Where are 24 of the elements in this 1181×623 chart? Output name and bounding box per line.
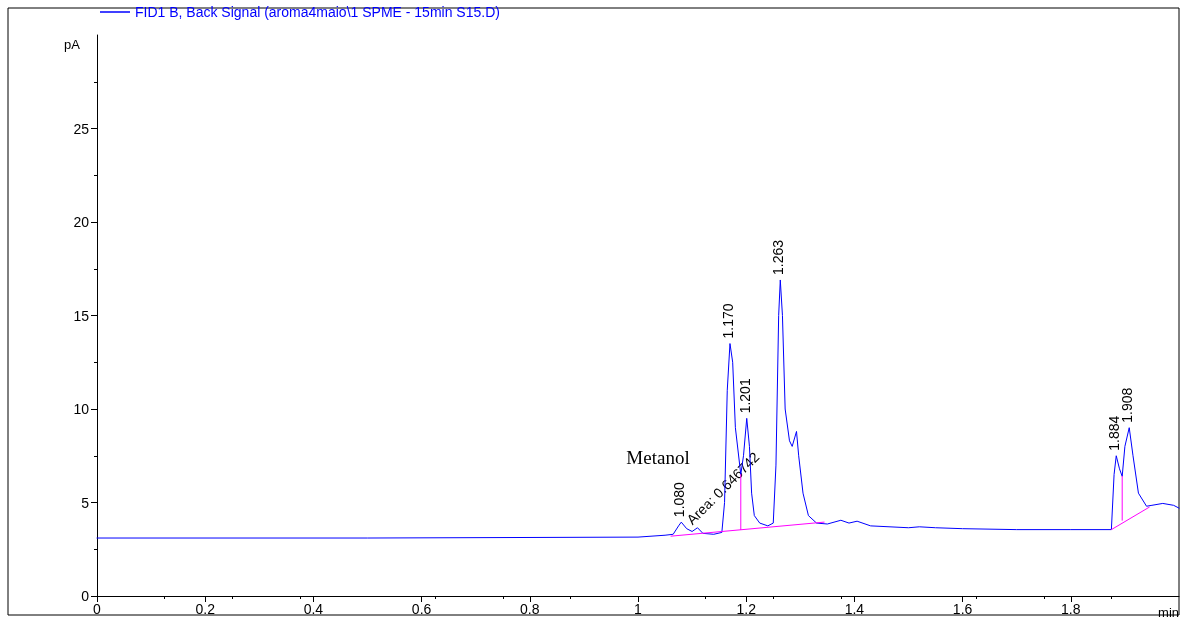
annotation: 1.201: [736, 378, 753, 414]
y-tick-label: 15: [73, 307, 90, 324]
legend-label: FID1 B, Back Signal (aroma4maio\1 SPME - 15min S15.D): [135, 4, 500, 20]
x-tick-label: 0.8: [520, 601, 540, 617]
x-tick-label: 1: [634, 601, 643, 617]
x-tick-label: 0.2: [195, 601, 216, 617]
y-tick-label: 5: [81, 494, 90, 511]
annotation: Metanol: [626, 446, 690, 468]
x-tick-label: 0.6: [411, 601, 432, 617]
annotation: 1.170: [719, 303, 736, 339]
annotation: 1.080: [671, 481, 688, 518]
x-tick-label: 1.8: [1061, 601, 1081, 617]
y-tick-label: 25: [73, 120, 90, 137]
y-axis-title: pA: [64, 37, 81, 52]
x-tick-label: 1.6: [952, 601, 973, 617]
y-tick-label: 20: [73, 214, 90, 230]
x-tick-label: 0.4: [303, 601, 324, 617]
x-tick-label: 1.4: [844, 601, 865, 617]
y-tick-label: 10: [73, 401, 90, 417]
annotation: 1.263: [770, 239, 787, 275]
x-tick-label: 1.2: [736, 601, 757, 617]
x-axis-title: min: [1158, 605, 1180, 620]
x-tick-label: 0: [93, 601, 102, 617]
y-tick-label: 0: [81, 588, 90, 604]
